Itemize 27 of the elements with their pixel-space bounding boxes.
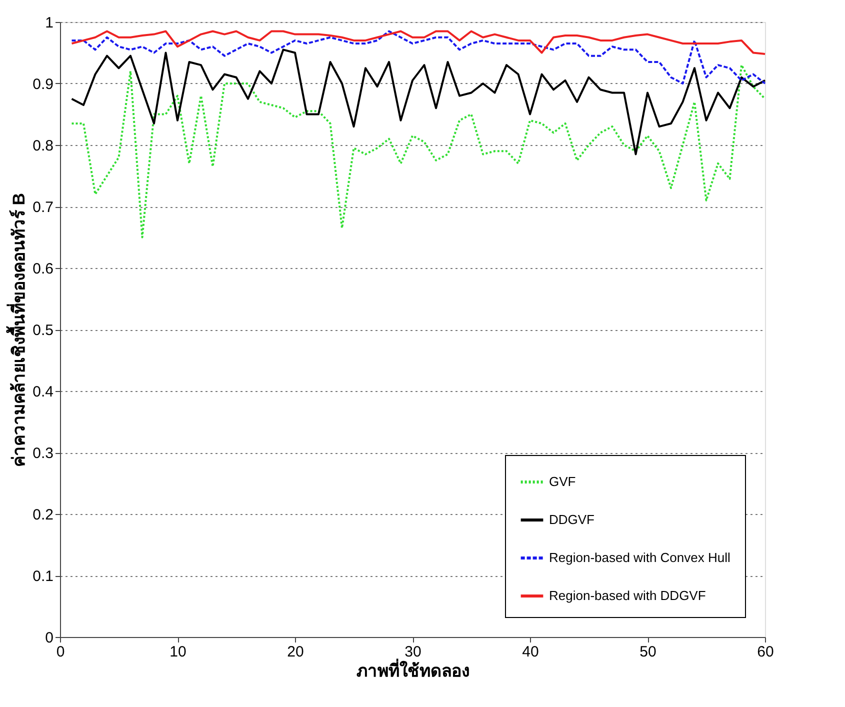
legend-label: DDGVF — [549, 512, 595, 527]
x-tick-label: 0 — [56, 644, 65, 660]
y-tick-label: 0 — [45, 630, 54, 646]
y-tick-label: 0.2 — [32, 506, 54, 524]
y-tick-label: 0.7 — [32, 199, 54, 216]
y-tick-label: 0.8 — [32, 138, 54, 154]
legend-label: GVF — [549, 474, 576, 489]
x-tick-label: 40 — [522, 644, 539, 660]
x-tick-label: 30 — [404, 644, 422, 660]
y-tick-label: 0.5 — [32, 322, 54, 339]
y-tick-label: 1 — [45, 14, 54, 32]
x-tick-label: 60 — [757, 644, 774, 660]
x-tick-label: 10 — [170, 644, 186, 660]
line-series — [70, 48, 766, 156]
y-tick-label: 0.9 — [32, 76, 54, 93]
y-tick-label: 0.3 — [32, 445, 54, 462]
y-tick-label: 0.1 — [32, 568, 54, 585]
y-axis-title: ค่าความคล้ายเชิงพื้นที่ของคอนทัวร์ B — [6, 193, 29, 467]
x-tick-label: 20 — [287, 644, 304, 660]
x-tick-label: 50 — [640, 644, 656, 660]
legend-label: Region-based with DDGVF — [549, 588, 706, 603]
line-series — [70, 64, 766, 238]
line-series — [70, 30, 766, 55]
y-tick-label: 0.4 — [32, 384, 54, 400]
legend-label: Region-based with Convex Hull — [549, 550, 730, 565]
y-tick-label: 0.6 — [32, 260, 54, 278]
line-series — [70, 30, 766, 84]
